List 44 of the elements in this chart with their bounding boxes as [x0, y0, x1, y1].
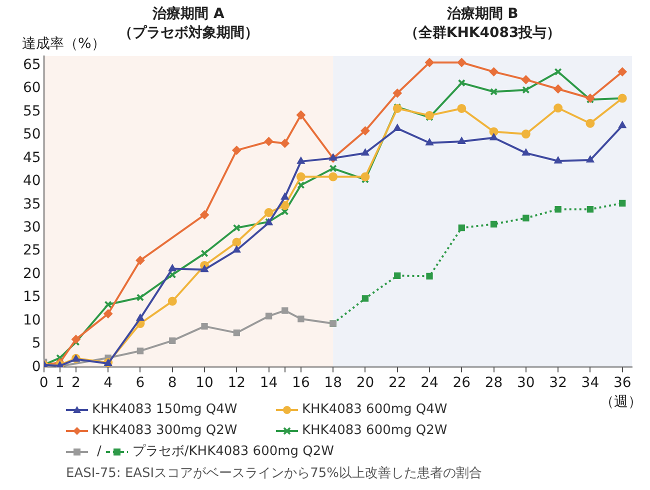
x-tick-label: 18: [324, 375, 342, 392]
x-tick-label: 4: [104, 375, 113, 392]
x-tick-label: 10: [196, 375, 214, 392]
x-tick-label: 20: [356, 375, 374, 392]
x-tick-label: 26: [452, 375, 471, 392]
y-tick-label: 20: [22, 266, 41, 282]
text: /: [97, 443, 102, 461]
y-tick-label: 40: [22, 173, 41, 190]
x-tick-label: 32: [549, 375, 567, 392]
x-tick-label: 24: [420, 375, 439, 392]
y-tick-label: 10: [22, 312, 41, 328]
legend-label: プラセボ/KHK4083 600mg Q2W: [132, 443, 334, 461]
y-tick-label: 65: [22, 56, 41, 73]
legend-label: KHK4083 300mg Q2W: [92, 422, 238, 440]
text: EASI-75: EASIスコアがベースラインから75%以上改善した患者の割合: [65, 465, 484, 482]
x-tick-label: 30: [517, 375, 535, 392]
x-tick-label: 34: [581, 375, 600, 392]
x-tick-label: 12: [228, 375, 246, 392]
legend-label: KHK4083 600mg Q2W: [302, 422, 448, 440]
x-tick-label: 1: [55, 375, 64, 392]
y-tick-label: 45: [22, 150, 41, 166]
x-tick-label: 8: [168, 375, 177, 392]
band-label: 治療期間 B （全群KHK4083投与）: [404, 5, 561, 41]
y-tick-label: 35: [22, 196, 41, 212]
x-tick-label: 22: [388, 375, 406, 392]
y-axis-title: 達成率（%）: [22, 36, 106, 52]
y-tick-label: 0: [32, 358, 41, 375]
legend-label: KHK4083 150mg Q4W: [92, 401, 238, 419]
x-tick-label: 16: [292, 375, 310, 392]
x-tick-label: 36: [613, 375, 632, 392]
band-label: 治療期間 A （プラセボ対象期間）: [118, 5, 258, 41]
legend-label: KHK4083 600mg Q4W: [302, 401, 448, 419]
y-tick-label: 60: [22, 80, 41, 96]
x-tick-label: 2: [71, 375, 80, 392]
y-tick-label: 30: [22, 219, 41, 236]
x-tick-label: 28: [484, 375, 503, 392]
y-tick-label: 15: [22, 289, 41, 306]
y-tick-label: 50: [22, 126, 41, 143]
x-tick-label: 14: [260, 375, 278, 392]
y-tick-label: 25: [22, 242, 41, 259]
x-tick-label: 6: [136, 375, 145, 392]
x-axis-title: （週）: [600, 393, 642, 411]
y-tick-label: 55: [22, 103, 41, 120]
y-tick-label: 5: [32, 336, 41, 352]
